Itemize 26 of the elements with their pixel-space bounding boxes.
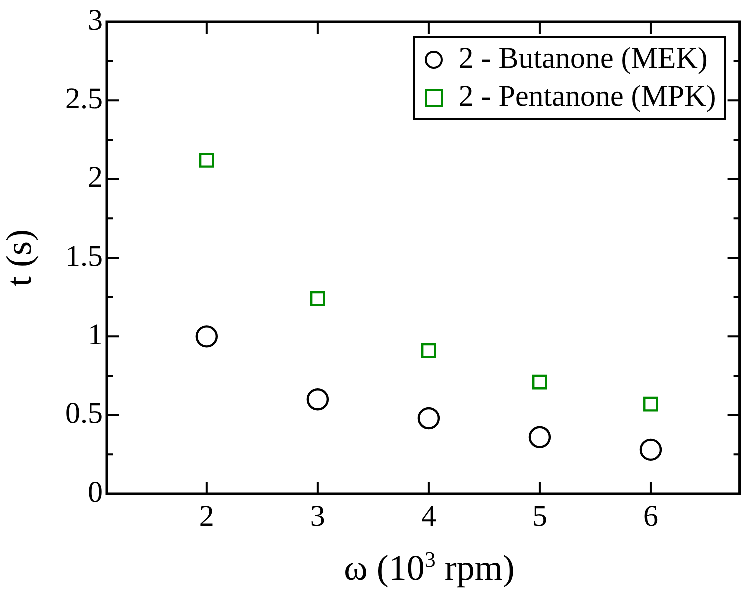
x-tick-label: 5 [532,500,548,533]
x-tick-label: 4 [421,500,436,533]
y-tick-label: 2.5 [66,82,103,116]
point [199,152,214,168]
x-axis-title: ω (10$^{3}$ rpm) [343,546,516,588]
x-tick-label: 6 [643,500,658,533]
point [421,343,436,358]
x-tick-label: 2 [199,500,214,533]
point [310,291,326,306]
point [196,326,218,348]
y-tick-label: 0 [88,476,103,509]
point [644,396,658,412]
y-tick-label: 2 [88,161,103,194]
legend-label: 2 - Pentanone (MPK) [458,80,716,113]
y-tick-label: 3 [88,4,103,37]
y-tick-label: 0.5 [66,397,103,430]
y-axis-title: t (s) [0,230,40,286]
point [418,407,440,430]
point [306,388,330,411]
y-tick-label: 1.5 [66,240,103,273]
legend-label: 2 - Butanone (MEK) [458,42,708,75]
point [528,426,552,448]
point [532,374,548,390]
y-tick-label: 1 [88,318,103,352]
x-tick-label: 3 [310,500,326,533]
point [640,438,662,462]
